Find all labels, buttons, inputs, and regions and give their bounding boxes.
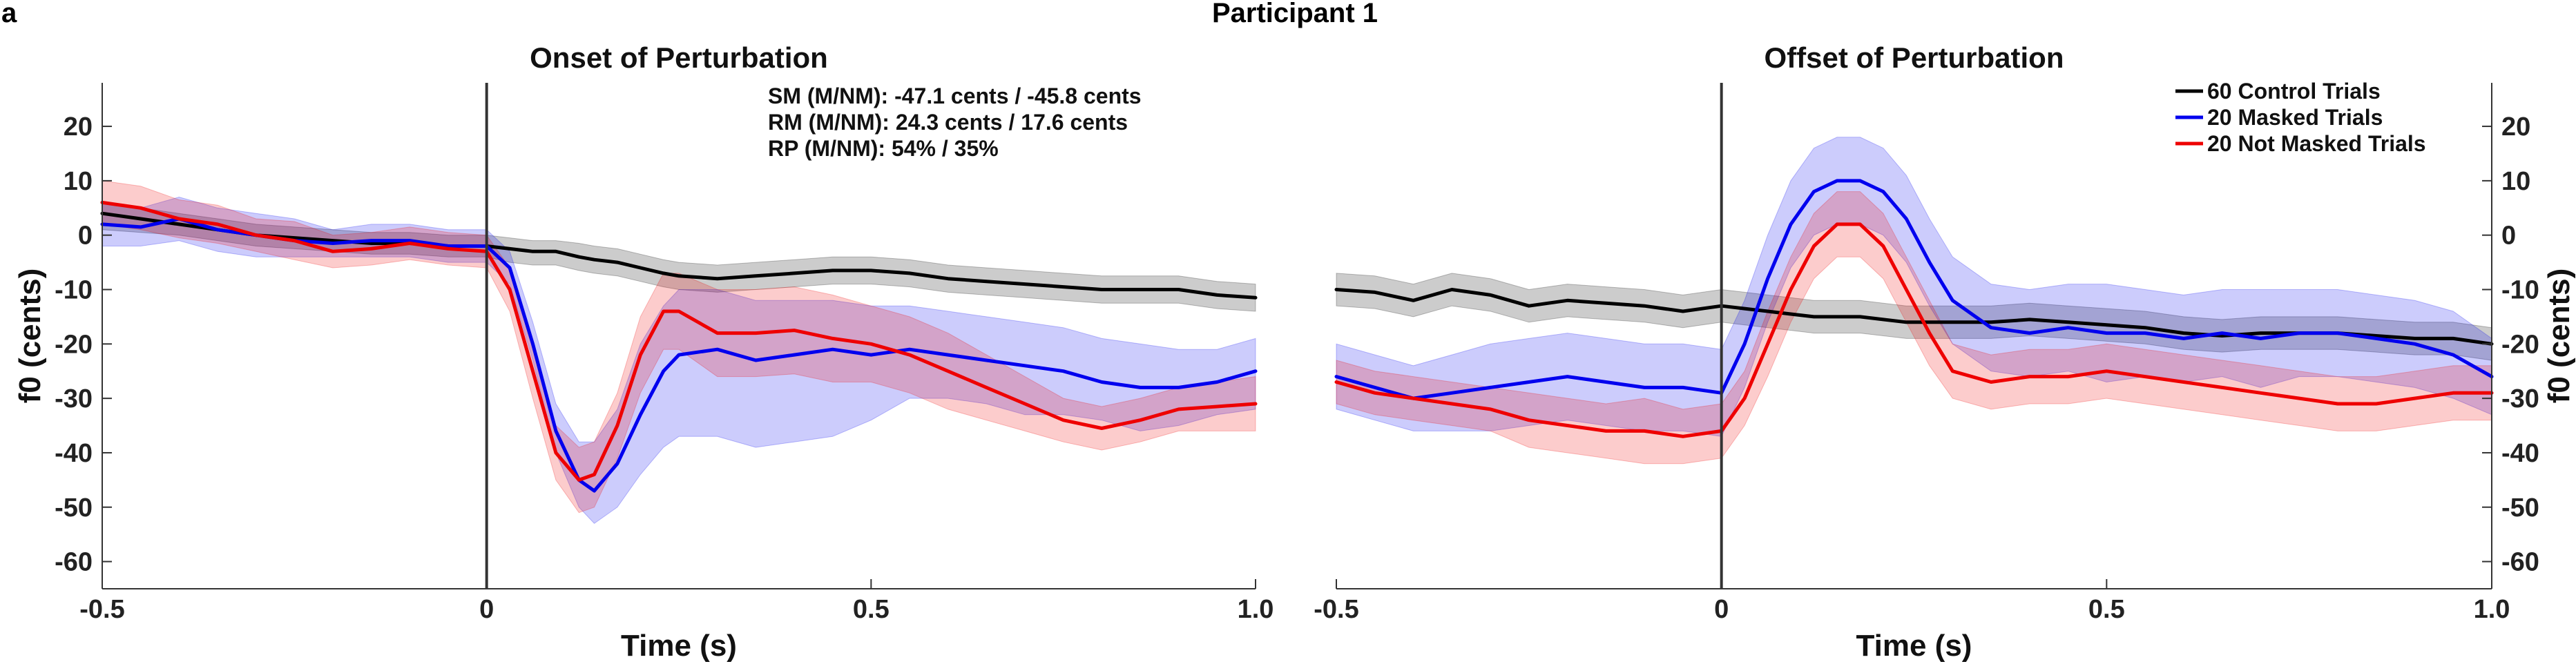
x-axis-label: Time (s): [1856, 629, 1972, 663]
y-axis-label: f0 (cents): [13, 268, 47, 404]
y-tick-label: -10: [55, 276, 93, 305]
line-control: [1334, 288, 2494, 346]
x-tick-label: -0.5: [79, 595, 124, 624]
y-tick-label: -30: [55, 384, 93, 413]
y-tick-label: 20: [64, 113, 93, 141]
x-tick-label: 0: [479, 595, 494, 624]
y-tick-label: -50: [55, 494, 93, 523]
y-tick-label: -60: [2501, 548, 2539, 577]
y-tick-label: 0: [2501, 222, 2516, 251]
line-control: [100, 211, 1258, 300]
x-axis-label: Time (s): [621, 629, 737, 663]
y-tick-label: -40: [2501, 439, 2539, 468]
legend-label-masked: 20 Masked Trials: [2207, 105, 2383, 130]
y-tick-label: 0: [78, 222, 93, 251]
y-tick-label: -20: [55, 330, 93, 359]
legend-label-not_masked: 20 Not Masked Trials: [2207, 131, 2426, 156]
stats-annotation: SM (M/NM): -47.1 cents / -45.8 cents: [768, 84, 1142, 108]
x-tick-label: 1.0: [1238, 595, 1274, 624]
line-masked: [100, 217, 1258, 493]
y-tick-label: -10: [2501, 276, 2539, 305]
line-masked: [1334, 179, 2494, 400]
x-tick-label: 0.5: [853, 595, 890, 624]
y-tick-label: -50: [2501, 494, 2539, 523]
legend-label-control: 60 Control Trials: [2207, 79, 2381, 104]
panel-title: Onset of Perturbation: [530, 41, 828, 74]
onset-chart: -0.5 0 0.5 1.0 20 10 0 -10 -20 -30 -40 -50 -60 Time (…: [13, 41, 1273, 663]
x-tick-label: 1.0: [2474, 595, 2510, 624]
x-tick-label: -0.5: [1314, 595, 1358, 624]
y-tick-label: -20: [2501, 330, 2539, 359]
stats-annotation: RP (M/NM): 54% / 35%: [768, 136, 999, 161]
panel-letter: a: [1, 0, 17, 28]
x-tick-label: 0: [1714, 595, 1729, 624]
offset-chart: -0.5 0 0.5 1.0 20 10 0 -10 -20 -30 -40 -50 -60 Time (…: [1314, 41, 2576, 663]
y-tick-label: 10: [2501, 167, 2530, 196]
x-tick-label: 0.5: [2088, 595, 2125, 624]
y-tick-label: -60: [55, 548, 93, 577]
panel-title: Offset of Perturbation: [1764, 41, 2064, 74]
line-not_masked: [100, 200, 1258, 482]
figure-title: Participant 1: [1212, 0, 1378, 28]
y-axis-label: f0 (cents): [2542, 268, 2576, 404]
y-tick-label: 10: [64, 167, 93, 196]
y-tick-label: -40: [55, 439, 93, 468]
line-not_masked: [1334, 222, 2494, 438]
stats-annotation: RM (M/NM): 24.3 cents / 17.6 cents: [768, 110, 1128, 135]
y-tick-label: 20: [2501, 113, 2530, 141]
y-tick-label: -30: [2501, 384, 2539, 413]
